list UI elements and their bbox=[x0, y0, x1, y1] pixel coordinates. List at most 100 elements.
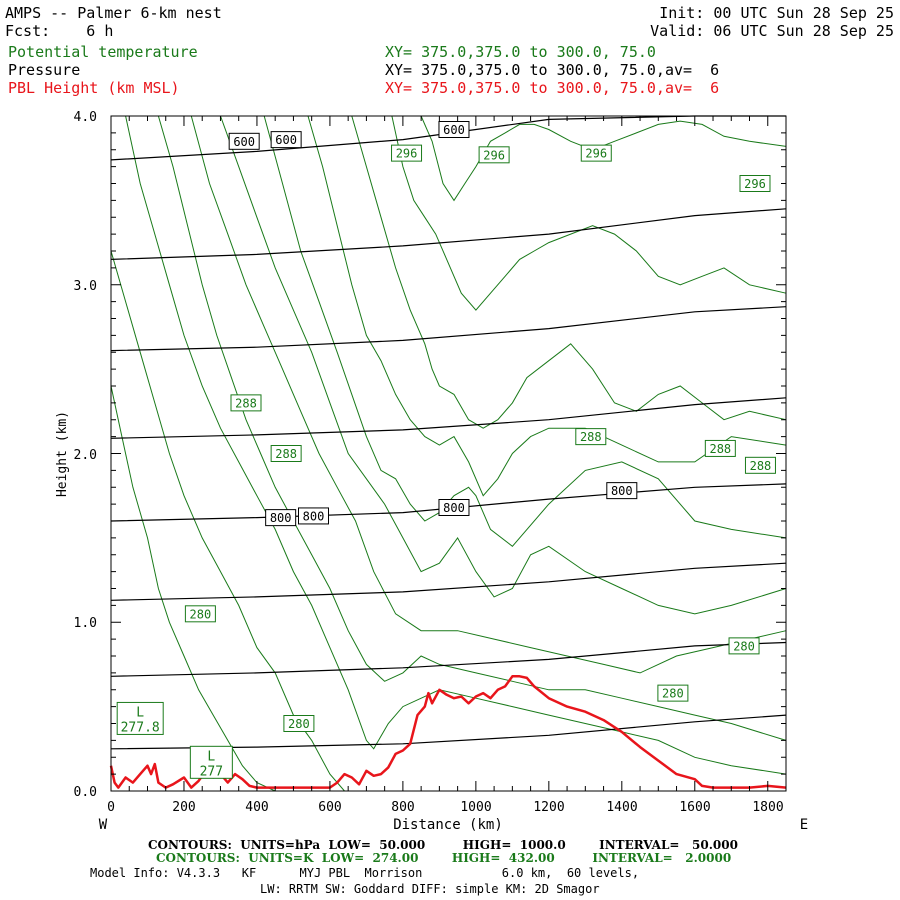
pbl-height-series bbox=[109, 675, 787, 789]
footer-model-info: Model Info: V4.3.3 KF MYJ PBL Morrison 6… bbox=[90, 866, 640, 880]
y-tick-label: 1.0 bbox=[74, 616, 97, 631]
pressure-contour-label: 800 bbox=[443, 501, 465, 515]
forecast-hour: Fcst: 6 h bbox=[5, 22, 114, 40]
theta-contour-label: 288 bbox=[580, 430, 602, 444]
theta-contour-label: 288 bbox=[750, 459, 772, 473]
theta-contour-label: 288 bbox=[275, 447, 297, 461]
pressure-contour-label-box bbox=[228, 132, 260, 150]
theta-contour-label: 280 bbox=[288, 717, 310, 731]
low-marker-box bbox=[116, 701, 164, 735]
theta-contour-label: 288 bbox=[709, 442, 731, 456]
theta-contour-label-box bbox=[657, 684, 689, 702]
theta-contour-label-box bbox=[184, 605, 216, 623]
x-tick-label: 0 bbox=[107, 800, 115, 815]
theta-contour-label: 296 bbox=[585, 147, 607, 161]
theta-contour-line bbox=[157, 115, 787, 741]
pressure-contour-label: 600 bbox=[275, 133, 297, 147]
theta-contour-line bbox=[263, 115, 787, 547]
low-marker-value: 277 bbox=[200, 764, 223, 779]
x-tick-label: 1400 bbox=[606, 800, 637, 815]
x-tick-label: 400 bbox=[245, 800, 268, 815]
footer-physics-info: LW: RRTM SW: Goddard DIFF: simple KM: 2D… bbox=[260, 882, 600, 896]
axis-ticks bbox=[110, 115, 787, 792]
theta-contour-label-box bbox=[478, 146, 510, 164]
low-marker-symbol: L bbox=[136, 705, 144, 720]
pressure-contour-label-box bbox=[298, 507, 329, 525]
theta-contour-label-box bbox=[580, 144, 612, 162]
low-marker-value: 277.8 bbox=[121, 720, 160, 735]
theta-contour-label-box bbox=[283, 715, 315, 732]
theta-contour-label: 296 bbox=[396, 147, 418, 161]
low-marker-box bbox=[189, 745, 233, 779]
contour-labels: 600 600 600 800 800 800 800 296 296 296 296 288 288 2… bbox=[116, 121, 776, 779]
pressure-contours bbox=[110, 115, 787, 750]
footer-theta-contours: CONTOURS: UNITS=K LOW= 274.00 HIGH= 432.… bbox=[156, 851, 732, 865]
theta-contour-label-box bbox=[391, 144, 423, 162]
pressure-contour-line bbox=[110, 306, 787, 352]
theta-contour-label: 280 bbox=[662, 687, 684, 701]
theta-contour-line bbox=[220, 115, 787, 615]
pressure-contour-label: 800 bbox=[611, 484, 633, 498]
cross-section-chart: 600 600 600 800 800 800 800 296 296 296 296 288 288 2… bbox=[55, 110, 808, 833]
pbl-height-line bbox=[109, 675, 787, 789]
y-axis-title: Height (km) bbox=[55, 411, 70, 497]
field-pressure-name: Pressure bbox=[8, 61, 81, 79]
low-marker-symbol: L bbox=[207, 749, 215, 764]
theta-contour-line bbox=[391, 115, 787, 311]
pressure-contour-label: 800 bbox=[303, 509, 325, 523]
field-pbl-name: PBL Height (km MSL) bbox=[8, 79, 180, 97]
theta-contour-label-box bbox=[270, 445, 302, 462]
x-tick-label: 800 bbox=[391, 800, 414, 815]
theta-contour-label: 280 bbox=[190, 607, 212, 621]
y-tick-label: 2.0 bbox=[74, 448, 97, 463]
field-pressure-xy: XY= 375.0,375.0 to 300.0, 75.0,av= 6 bbox=[385, 61, 720, 79]
x-tick-label: 1600 bbox=[679, 800, 710, 815]
theta-contour-line bbox=[110, 385, 276, 792]
x-tick-label: 1000 bbox=[460, 800, 491, 815]
valid-time: Valid: 06 UTC Sun 28 Sep 25 bbox=[650, 22, 894, 40]
field-theta-name: Potential temperature bbox=[8, 43, 198, 61]
y-tick-label: 0.0 bbox=[74, 785, 97, 800]
theta-contour-label: 280 bbox=[733, 639, 755, 653]
theta-contour-label-box bbox=[575, 428, 607, 446]
west-label: W bbox=[99, 817, 108, 833]
theta-contour-label-box bbox=[704, 439, 736, 457]
x-tick-label: 600 bbox=[318, 800, 341, 815]
theta-contour-label-box bbox=[230, 394, 262, 412]
theta-contour-label-box bbox=[744, 456, 776, 474]
pressure-contour-line bbox=[110, 714, 787, 750]
east-label: E bbox=[800, 817, 808, 833]
x-tick-label: 1200 bbox=[533, 800, 564, 815]
field-theta-xy: XY= 375.0,375.0 to 300.0, 75.0 bbox=[385, 43, 656, 61]
x-tick-label: 1800 bbox=[752, 800, 783, 815]
pressure-contour-label: 600 bbox=[233, 135, 255, 149]
theta-contour-label: 288 bbox=[235, 396, 257, 410]
init-time: Init: 00 UTC Sun 28 Sep 25 bbox=[659, 4, 894, 22]
x-axis-title: Distance (km) bbox=[393, 817, 503, 833]
pressure-contour-label-box bbox=[265, 509, 297, 527]
theta-contour-label: 296 bbox=[483, 148, 505, 162]
pressure-contour-line bbox=[110, 483, 787, 522]
theta-contour-label-box bbox=[739, 175, 771, 192]
theta-contour-label-box bbox=[728, 637, 760, 655]
theta-contour-line bbox=[190, 115, 787, 674]
pressure-contour-label-box bbox=[606, 482, 638, 500]
theta-contour-line bbox=[351, 115, 787, 429]
pressure-contour-label-box bbox=[438, 121, 470, 138]
pressure-contour-label: 600 bbox=[443, 123, 465, 137]
pressure-contour-label-box bbox=[270, 131, 302, 149]
pressure-contour-line bbox=[110, 562, 787, 601]
pressure-contour-line bbox=[110, 641, 787, 677]
theta-contour-line bbox=[125, 115, 787, 775]
y-tick-label: 3.0 bbox=[74, 279, 97, 294]
y-tick-label: 4.0 bbox=[74, 110, 97, 125]
x-tick-label: 200 bbox=[172, 800, 195, 815]
pressure-contour-line bbox=[110, 208, 787, 260]
footer-pressure-contours: CONTOURS: UNITS=hPa LOW= 50.000 HIGH= 10… bbox=[148, 838, 738, 852]
theta-contour-line bbox=[307, 115, 787, 497]
field-pbl-xy: XY= 375.0,375.0 to 300.0, 75.0,av= 6 bbox=[385, 79, 720, 97]
pressure-contour-label: 800 bbox=[270, 511, 292, 525]
map-title: AMPS -- Palmer 6-km nest bbox=[5, 4, 222, 22]
theta-contour-label: 296 bbox=[744, 177, 766, 191]
pressure-contour-line bbox=[110, 397, 787, 439]
